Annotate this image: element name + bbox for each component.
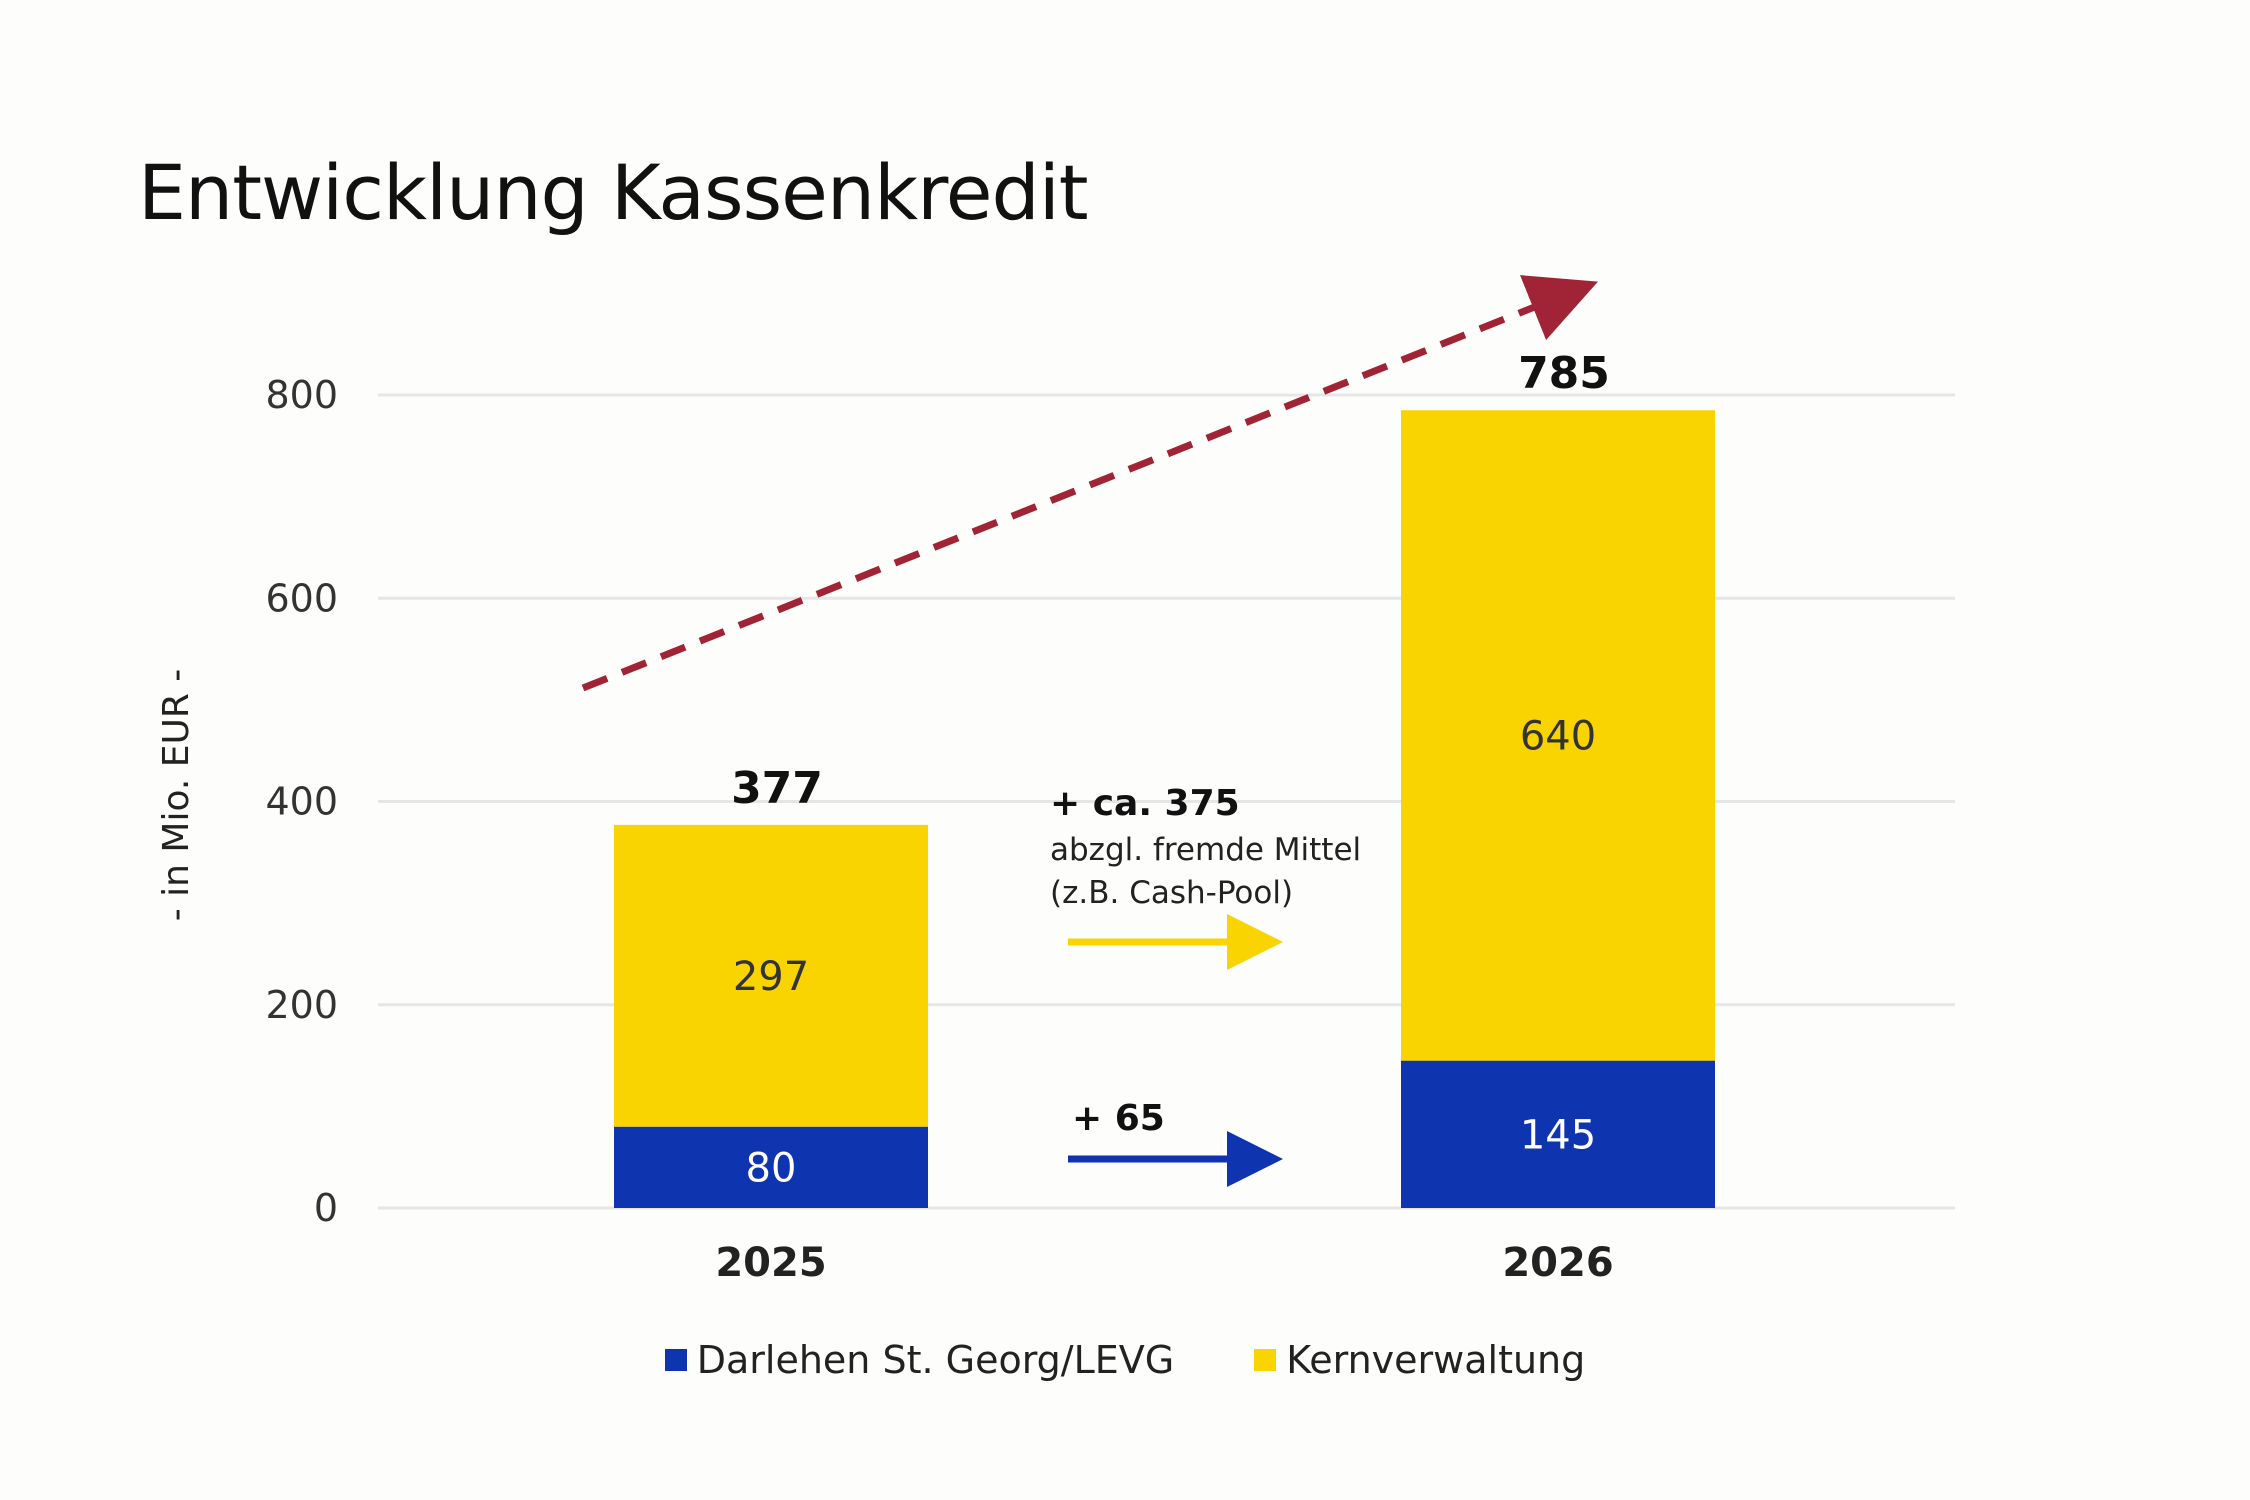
x-category-2025: 2025	[715, 1240, 826, 1286]
y-tick-label-800: 800	[265, 373, 338, 417]
legend-swatch-darlehen	[664, 1349, 687, 1371]
legend-label-darlehen: Darlehen St. Georg/LEVG	[696, 1338, 1175, 1382]
y-tick-label-400: 400	[265, 780, 338, 824]
legend-item-kern: Kernverwaltung	[1254, 1338, 1585, 1382]
annotation-kern-sub2: (z.B. Cash-Pool)	[1050, 875, 1293, 911]
bar-label-2026-kern: 640	[1520, 713, 1596, 759]
annotation-darlehen: + 65	[1068, 1098, 1283, 1187]
bar-label-2025-kern: 297	[733, 954, 809, 1000]
legend-label-kern: Kernverwaltung	[1286, 1338, 1586, 1382]
bar-2026-darlehen	[1401, 1060, 1715, 1208]
bar-2026-kern	[1401, 410, 1715, 1061]
bar-total-2025: 377	[731, 763, 823, 814]
trend-arrow	[581, 275, 1598, 692]
y-tick-label-600: 600	[265, 576, 338, 620]
y-tick-label-200: 200	[265, 983, 338, 1027]
annotation-darlehen-main: + 65	[1072, 1098, 1165, 1139]
bar-2025-kern	[614, 824, 928, 1127]
y-axis-title: - in Mio. EUR -	[156, 669, 197, 922]
bar-total-2026: 785	[1518, 348, 1610, 399]
annotation-kern: + ca. 375 abzgl. fremde Mittel (z.B. Cas…	[1050, 783, 1361, 970]
y-axis-ticks: 0 200 400 600 800	[265, 373, 338, 1230]
legend-item-darlehen: Darlehen St. Georg/LEVG	[664, 1338, 1175, 1382]
bar-2025-darlehen	[614, 1126, 928, 1208]
annotation-kern-sub1: abzgl. fremde Mittel	[1050, 832, 1361, 868]
legend-swatch-kern	[1254, 1349, 1277, 1371]
legend: Darlehen St. Georg/LEVG Kernverwaltung	[0, 1338, 2250, 1382]
bars: 80 297 377 145 640 785	[614, 348, 1715, 1208]
x-axis-labels: 2025 2026	[715, 1240, 1613, 1286]
annotation-kern-main: + ca. 375	[1050, 783, 1240, 824]
bar-label-2026-darlehen: 145	[1520, 1112, 1596, 1158]
bar-label-2025-darlehen: 80	[746, 1145, 797, 1191]
y-tick-label-0: 0	[314, 1186, 338, 1230]
chart-title: Entwicklung Kassenkredit	[138, 148, 1089, 237]
x-category-2026: 2026	[1502, 1240, 1613, 1286]
